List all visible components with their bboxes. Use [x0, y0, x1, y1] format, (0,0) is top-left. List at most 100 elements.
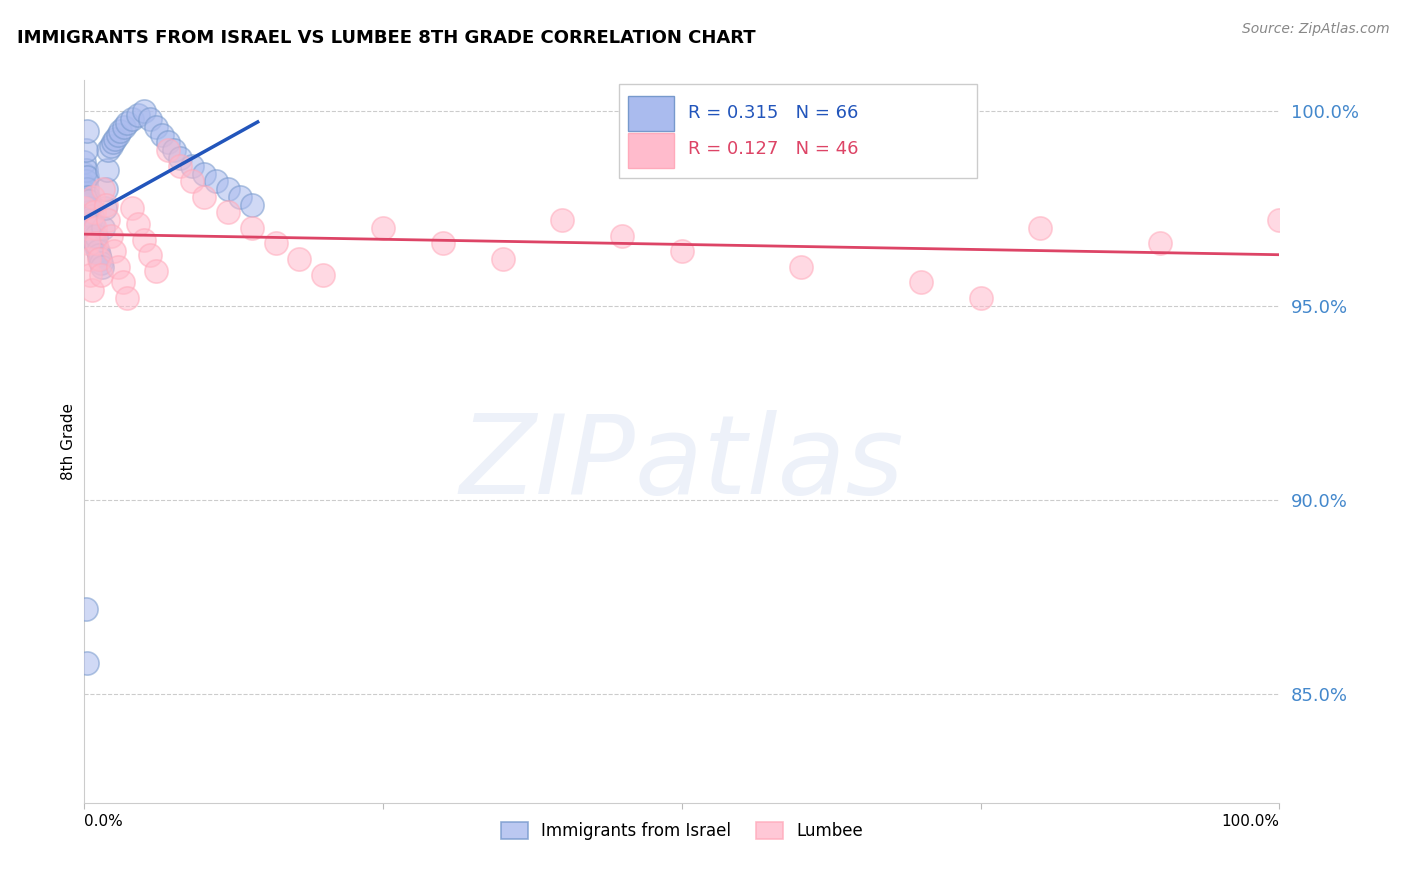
Point — [169, 151, 191, 165]
Point — [551, 213, 574, 227]
Point — [80, 220, 103, 235]
Point — [93, 220, 115, 235]
Point — [80, 209, 103, 223]
Text: Source: ZipAtlas.com: Source: ZipAtlas.com — [1241, 22, 1389, 37]
Point — [80, 283, 103, 297]
Point — [97, 213, 120, 227]
Point — [193, 190, 215, 204]
Point — [76, 194, 98, 208]
FancyBboxPatch shape — [628, 96, 673, 131]
Point — [96, 162, 118, 177]
Point — [75, 143, 97, 157]
Point — [117, 116, 139, 130]
Point — [145, 120, 167, 134]
Point — [97, 143, 120, 157]
Point — [87, 252, 110, 266]
Point — [77, 252, 100, 266]
Point — [76, 656, 98, 670]
Point — [89, 252, 111, 266]
Point — [240, 220, 263, 235]
Point — [77, 202, 100, 216]
Point — [84, 220, 107, 235]
Point — [87, 248, 110, 262]
Point — [91, 260, 114, 274]
Point — [132, 233, 156, 247]
Point — [127, 217, 149, 231]
Point — [82, 217, 104, 231]
Point — [132, 104, 156, 119]
Point — [93, 202, 115, 216]
Point — [79, 225, 101, 239]
Point — [73, 202, 96, 216]
Point — [77, 194, 100, 208]
FancyBboxPatch shape — [619, 84, 977, 178]
Point — [75, 174, 97, 188]
Point — [910, 275, 932, 289]
Point — [83, 233, 105, 247]
Text: R = 0.127   N = 46: R = 0.127 N = 46 — [688, 140, 859, 158]
Point — [110, 124, 132, 138]
Point — [86, 240, 108, 254]
Point — [86, 228, 108, 243]
Y-axis label: 8th Grade: 8th Grade — [60, 403, 76, 480]
Point — [90, 268, 112, 282]
Point — [288, 252, 311, 266]
Point — [217, 205, 239, 219]
Point — [240, 197, 263, 211]
Text: 100.0%: 100.0% — [1222, 814, 1279, 830]
Point — [100, 228, 122, 243]
Point — [145, 263, 167, 277]
Point — [612, 228, 634, 243]
Text: IMMIGRANTS FROM ISRAEL VS LUMBEE 8TH GRADE CORRELATION CHART: IMMIGRANTS FROM ISRAEL VS LUMBEE 8TH GRA… — [17, 29, 755, 46]
Point — [76, 182, 98, 196]
Point — [77, 217, 100, 231]
Point — [157, 143, 180, 157]
Point — [90, 256, 112, 270]
Point — [112, 120, 135, 134]
Point — [94, 197, 117, 211]
Point — [139, 112, 162, 127]
Point — [75, 162, 97, 177]
Point — [82, 190, 104, 204]
Point — [77, 190, 100, 204]
Point — [73, 190, 96, 204]
Point — [73, 154, 96, 169]
Point — [104, 131, 127, 145]
Point — [93, 182, 115, 196]
Point — [77, 213, 100, 227]
Point — [181, 159, 204, 173]
Point — [82, 228, 104, 243]
Text: 0.0%: 0.0% — [84, 814, 124, 830]
Legend: Immigrants from Israel, Lumbee: Immigrants from Israel, Lumbee — [495, 815, 869, 847]
Point — [76, 170, 98, 185]
Point — [205, 174, 228, 188]
Point — [73, 167, 96, 181]
Point — [671, 244, 693, 259]
Text: R = 0.315   N = 66: R = 0.315 N = 66 — [688, 103, 858, 122]
Point — [790, 260, 813, 274]
Point — [1268, 213, 1291, 227]
Point — [73, 178, 96, 193]
Point — [94, 182, 117, 196]
Point — [181, 174, 204, 188]
Point — [373, 220, 395, 235]
Point — [84, 236, 107, 251]
Point — [217, 182, 239, 196]
Point — [312, 268, 335, 282]
Point — [75, 197, 97, 211]
Point — [101, 136, 124, 150]
Point — [86, 244, 108, 259]
Point — [83, 205, 105, 219]
Point — [107, 260, 129, 274]
Point — [432, 236, 454, 251]
Point — [103, 244, 125, 259]
Point — [86, 236, 108, 251]
Point — [73, 202, 96, 216]
Point — [1149, 236, 1171, 251]
Point — [75, 209, 97, 223]
Point — [79, 213, 101, 227]
Point — [76, 205, 98, 219]
Point — [1029, 220, 1052, 235]
Point — [492, 252, 515, 266]
Point — [163, 143, 186, 157]
